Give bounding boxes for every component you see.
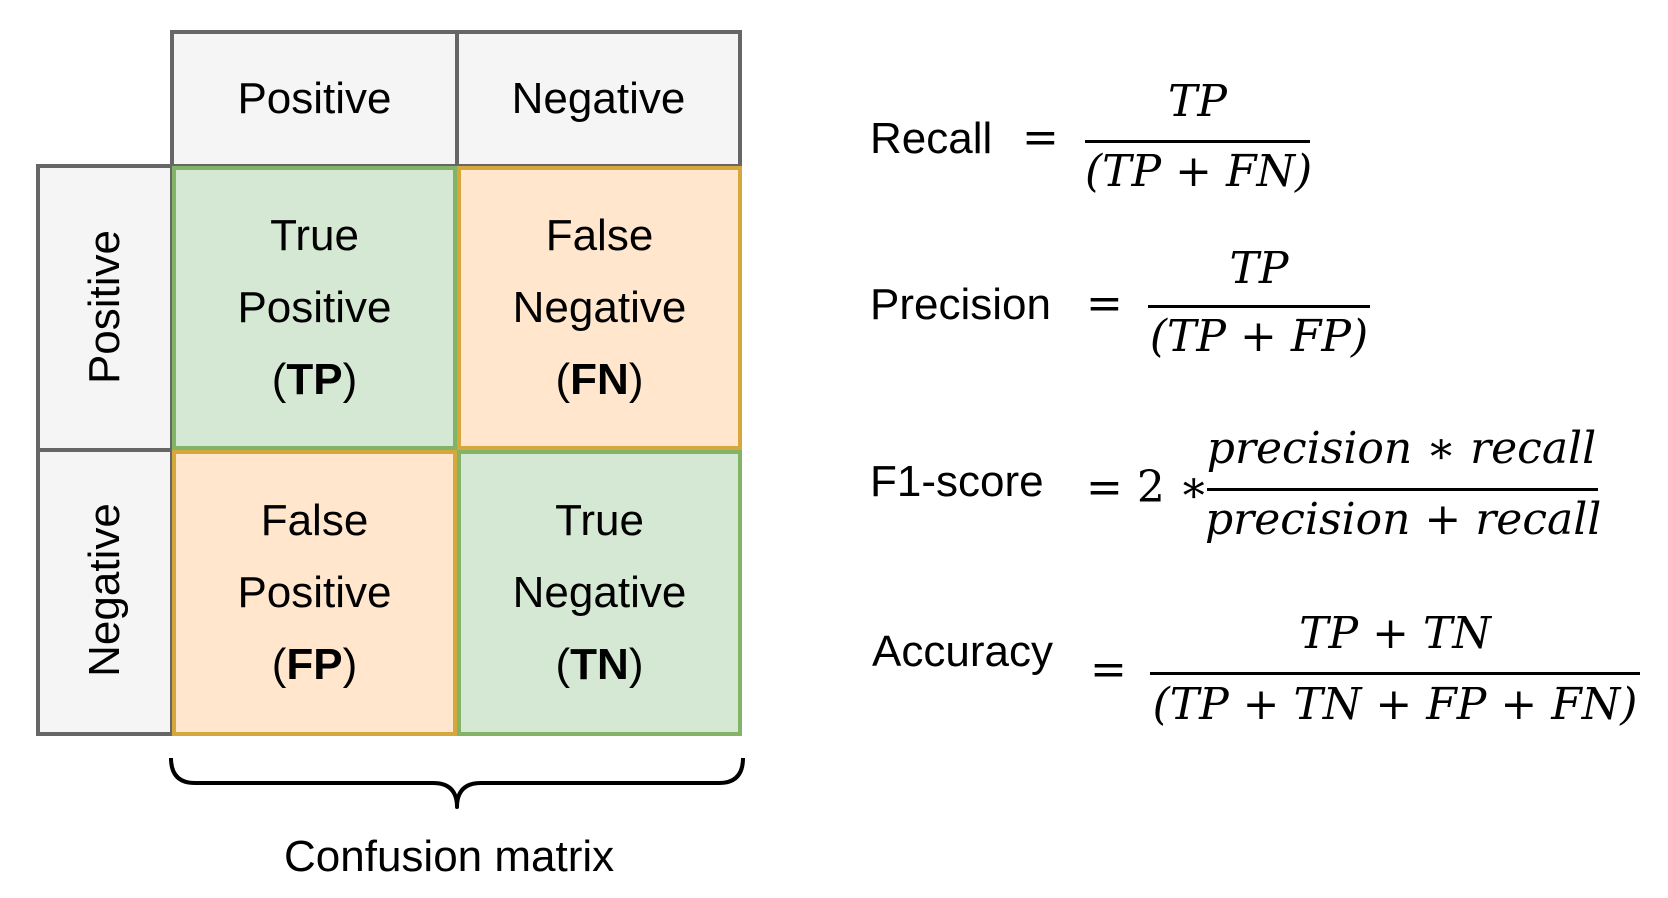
accuracy-fraction-bar xyxy=(1150,672,1640,675)
matrix-caption: Confusion matrix xyxy=(284,832,615,881)
fp-line2: Positive xyxy=(237,568,392,617)
fn-line2: Negative xyxy=(512,283,687,332)
precision-equals: = xyxy=(1086,278,1123,329)
tn-line1: True xyxy=(555,496,644,545)
fn-abbr: FN xyxy=(570,355,629,404)
fp-abbr: FP xyxy=(286,640,343,689)
cell-true-positive: True Positive (TP) xyxy=(172,166,457,450)
precision-denominator: (TP + FP) xyxy=(1149,311,1369,362)
fp-abbr-line: (FP) xyxy=(271,640,358,689)
col-header-positive: Positive xyxy=(170,30,459,168)
cell-false-negative: False Negative (FN) xyxy=(457,166,742,450)
tp-abbr: TP xyxy=(286,355,343,404)
col-header-negative-label: Negative xyxy=(511,74,686,123)
row-header-positive xyxy=(36,164,174,452)
accuracy-denominator: (TP + TN + FP + FN) xyxy=(1152,679,1638,730)
recall-numerator: TP xyxy=(1168,76,1227,127)
fp-line1: False xyxy=(260,496,369,545)
curly-brace-icon xyxy=(169,757,745,809)
recall-fraction-bar xyxy=(1085,140,1310,143)
row-header-negative xyxy=(36,448,174,736)
accuracy-equals: = xyxy=(1090,644,1127,695)
row-header-negative-label: Negative xyxy=(80,503,129,677)
tn-line2: Negative xyxy=(512,568,687,617)
precision-fraction-bar xyxy=(1148,305,1370,308)
recall-equals: = xyxy=(1022,112,1059,163)
tp-line1: True xyxy=(270,211,359,260)
f1-name: F1-score xyxy=(870,457,1044,506)
tn-abbr: TN xyxy=(570,640,629,689)
col-header-positive-label: Positive xyxy=(237,74,392,123)
f1-fraction-bar xyxy=(1207,488,1598,491)
fn-abbr-line: (FN) xyxy=(555,355,644,404)
fn-line1: False xyxy=(545,211,654,260)
precision-name: Precision xyxy=(870,280,1051,329)
tn-abbr-line: (TN) xyxy=(555,640,644,689)
cell-true-negative: True Negative (TN) xyxy=(457,450,742,736)
cell-false-positive: False Positive (FP) xyxy=(172,450,457,736)
accuracy-name: Accuracy xyxy=(872,627,1053,676)
col-header-negative: Negative xyxy=(455,30,742,168)
tp-line2: Positive xyxy=(237,283,392,332)
f1-numerator: precision ∗ recall xyxy=(1206,423,1597,474)
precision-numerator: TP xyxy=(1229,243,1289,294)
recall-name: Recall xyxy=(870,114,993,163)
tp-abbr-line: (TP) xyxy=(271,355,358,404)
recall-denominator: (TP + FN) xyxy=(1085,146,1313,197)
f1-denominator: precision + recall xyxy=(1205,494,1602,545)
row-header-positive-label: Positive xyxy=(80,229,129,385)
accuracy-numerator: TP + TN xyxy=(1299,608,1491,659)
f1-equals: = 2 ∗ xyxy=(1086,462,1209,513)
